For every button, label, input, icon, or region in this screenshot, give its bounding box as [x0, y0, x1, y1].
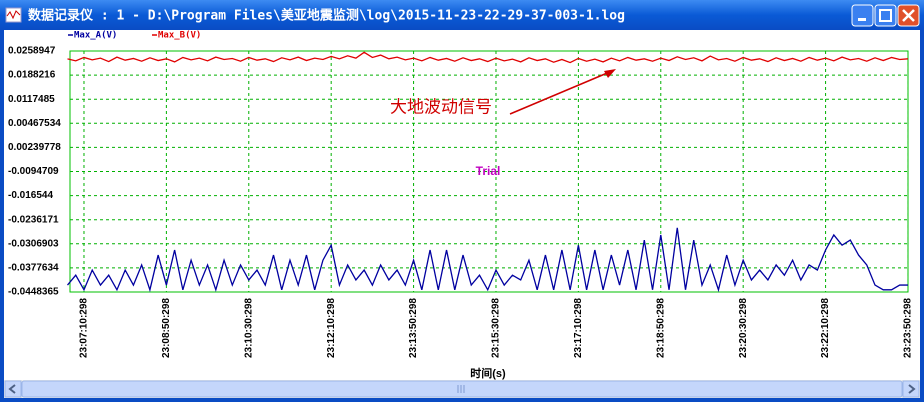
- x-tick-label: 23:13:50:298: [408, 298, 419, 358]
- y-tick-label: -0.0236171: [8, 214, 59, 225]
- scroll-left-button[interactable]: [4, 380, 22, 398]
- x-tick-label: 23:15:30:298: [491, 298, 502, 358]
- minimize-icon: [858, 18, 866, 21]
- app-icon-wave: [6, 10, 21, 20]
- annotation: 大地波动信号: [390, 97, 492, 116]
- y-tick-label: 0.0188216: [8, 70, 56, 81]
- legend-label: Max_B(V): [158, 31, 201, 41]
- y-tick-label: -0.0448365: [8, 287, 59, 298]
- legend-label: Max_A(V): [74, 31, 117, 41]
- plot-frame: [69, 50, 909, 293]
- scroll-thumb[interactable]: [21, 380, 903, 398]
- series-line: [67, 227, 908, 293]
- x-tick-label: 23:12:10:298: [326, 298, 337, 358]
- x-tick-label: 23:10:30:298: [243, 298, 254, 358]
- series-line: [67, 51, 909, 64]
- y-tick-label: 0.00239778: [8, 142, 61, 153]
- y-tick-label: 0.0117485: [8, 94, 55, 105]
- x-tick-label: 23:08:50:298: [161, 298, 172, 358]
- y-tick-label: -0.0377634: [8, 263, 59, 274]
- x-tick-label: 23:07:10:298: [79, 298, 90, 358]
- x-tick-label: 23:23:50:298: [903, 298, 914, 358]
- annotation-arrow: [509, 70, 613, 115]
- app-icon: [5, 7, 22, 23]
- maximize-icon: [879, 9, 892, 22]
- chart: 0.0258947 0.0188216 0.0117485 0.00467534 0.0…: [8, 31, 914, 380]
- scroll-left-icon: [8, 384, 16, 394]
- watermark: Trial: [476, 164, 501, 178]
- annotation-arrowhead: [604, 69, 616, 78]
- y-tick-label: -0.0094709: [8, 166, 59, 177]
- x-tick-label: 23:18:50:298: [655, 298, 666, 358]
- window-title: 数据记录仪 : 1 - D:\Program Files\美亚地震监测\log\…: [28, 8, 625, 24]
- title-bar: [0, 0, 924, 30]
- y-tick-label: 0.00467534: [8, 118, 61, 129]
- close-icon: [902, 9, 915, 22]
- x-tick-label: 23:20:30:298: [738, 298, 749, 358]
- x-tick-label: 23:22:10:298: [820, 298, 831, 358]
- scroll-right-button[interactable]: [902, 380, 920, 398]
- y-tick-label: 0.0258947: [8, 46, 56, 57]
- maximize-button[interactable]: [874, 4, 897, 27]
- chart-panel: [4, 30, 920, 380]
- y-tick-label: -0.0306903: [8, 238, 59, 249]
- x-axis-label: 时间(s): [470, 366, 506, 380]
- minimize-button[interactable]: [851, 4, 874, 27]
- scroll-grip: [457, 385, 465, 393]
- y-tick-label: -0.016544: [8, 190, 53, 201]
- scroll-right-icon: [908, 384, 916, 394]
- x-tick-label: 23:17:10:298: [573, 298, 584, 358]
